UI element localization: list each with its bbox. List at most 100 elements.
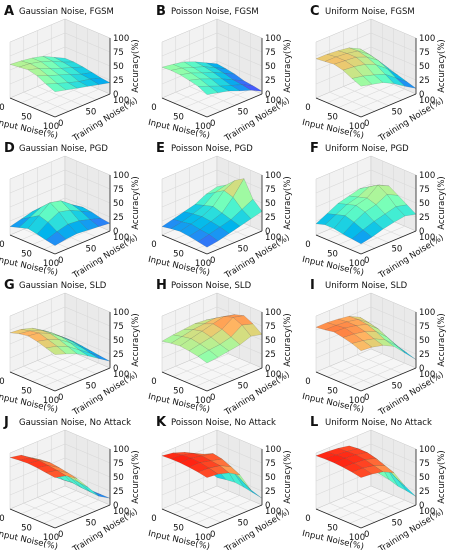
y-tick-label: 0 xyxy=(210,256,215,266)
y-tick-label: 50 xyxy=(392,245,403,255)
z-tick-label: 75 xyxy=(113,48,124,58)
z-axis-label: Accuracy(%) xyxy=(437,313,447,367)
x-axis-line xyxy=(161,508,208,529)
y-tick-label: 50 xyxy=(238,519,249,529)
x-axis-line xyxy=(315,97,362,118)
panel-title: Uniform Noise, No Attack xyxy=(325,418,432,428)
floor-gridline xyxy=(37,360,83,380)
z-tick-label: 75 xyxy=(265,459,276,469)
z-tick-label: 50 xyxy=(265,336,276,346)
x-tick-label: 100 xyxy=(349,122,365,132)
z-gridline xyxy=(9,306,111,331)
panel-title: Uniform Noise, SLD xyxy=(325,281,408,291)
surface-patch xyxy=(384,206,406,223)
z-gridline xyxy=(9,169,111,194)
floor-gridline xyxy=(203,491,249,512)
panel-letter: L xyxy=(310,415,318,430)
z-tick-label: 75 xyxy=(419,459,430,469)
x-tick-label: 50 xyxy=(21,113,32,123)
z-gridline xyxy=(315,320,417,345)
x-tick-label: 0 xyxy=(151,514,156,524)
z-tick-label: 100 xyxy=(265,34,281,44)
x-axis-line xyxy=(9,97,56,118)
x-tick-label: 100 xyxy=(43,259,59,269)
panel-letter: G xyxy=(4,278,15,293)
y-tick-label: 50 xyxy=(86,108,97,118)
x-tick-label: 0 xyxy=(151,240,156,250)
panel-letter: F xyxy=(310,141,319,156)
x-axis-line xyxy=(315,508,362,529)
panel-letter: H xyxy=(156,278,167,293)
surface-patch xyxy=(197,85,219,95)
z-tick-label: 0 xyxy=(113,501,118,511)
z-gridline xyxy=(161,46,263,71)
surface-patch xyxy=(197,234,219,248)
floor-gridline xyxy=(43,88,99,113)
x-tick-label: 50 xyxy=(21,250,32,260)
z-tick-label: 50 xyxy=(265,473,276,483)
z-tick-label: 100 xyxy=(265,308,281,318)
z-gridline xyxy=(9,197,111,222)
z-gridline xyxy=(161,32,263,57)
x-axis-line xyxy=(161,234,208,255)
z-tick-label: 25 xyxy=(419,350,430,360)
z-gridline xyxy=(9,334,111,359)
panel-letter: B xyxy=(156,4,166,19)
surface-patch xyxy=(45,231,67,246)
x-tick-label: 50 xyxy=(173,524,184,534)
x-tick-label: 100 xyxy=(43,533,59,543)
x-tick-label: 0 xyxy=(0,377,5,387)
panel-title: Poisson Noise, PGD xyxy=(171,144,253,154)
floor-gridline xyxy=(349,499,405,524)
floor-gridline xyxy=(189,497,235,517)
floor-gridline xyxy=(43,499,99,524)
z-axis-label: Accuracy(%) xyxy=(283,176,293,230)
x-tick-label: 50 xyxy=(173,113,184,123)
y-axis-line xyxy=(54,504,111,529)
y-tick-label: 100 xyxy=(113,96,129,106)
floor-gridline xyxy=(43,225,99,250)
y-axis-line xyxy=(360,504,417,529)
x-tick-label: 0 xyxy=(305,514,310,524)
z-tick-label: 50 xyxy=(265,62,276,72)
z-axis-label: Accuracy(%) xyxy=(283,39,293,93)
x-axis-line xyxy=(161,97,208,118)
x-tick-label: 0 xyxy=(305,103,310,113)
z-tick-label: 75 xyxy=(113,322,124,332)
surface-patch xyxy=(351,75,373,87)
z-tick-label: 100 xyxy=(113,34,129,44)
y-tick-label: 100 xyxy=(113,370,129,380)
z-tick-label: 75 xyxy=(113,459,124,469)
x-axis-line xyxy=(9,508,56,529)
floor-gridline xyxy=(189,360,235,380)
x-tick-label: 0 xyxy=(151,103,156,113)
surface-patch xyxy=(362,74,384,85)
panel-title: Gaussian Noise, PGD xyxy=(19,144,108,154)
surface-patch xyxy=(78,482,100,497)
z-tick-label: 100 xyxy=(113,445,129,455)
z-tick-label: 25 xyxy=(265,76,276,86)
z-tick-label: 100 xyxy=(419,34,435,44)
x-tick-label: 0 xyxy=(151,377,156,387)
z-axis-label: Accuracy(%) xyxy=(283,450,293,504)
z-axis-label: Accuracy(%) xyxy=(437,176,447,230)
y-tick-label: 100 xyxy=(265,96,281,106)
y-tick-label: 0 xyxy=(58,393,63,403)
x-tick-label: 50 xyxy=(21,524,32,534)
panel-letter: C xyxy=(310,4,320,19)
y-tick-label: 100 xyxy=(265,370,281,380)
x-tick-label: 50 xyxy=(327,387,338,397)
x-axis-line xyxy=(161,371,208,392)
z-tick-label: 25 xyxy=(419,213,430,223)
x-tick-label: 100 xyxy=(349,396,365,406)
y-tick-label: 50 xyxy=(238,382,249,392)
z-gridline xyxy=(315,183,417,208)
surface-patch xyxy=(197,349,219,364)
z-tick-label: 0 xyxy=(113,90,118,100)
